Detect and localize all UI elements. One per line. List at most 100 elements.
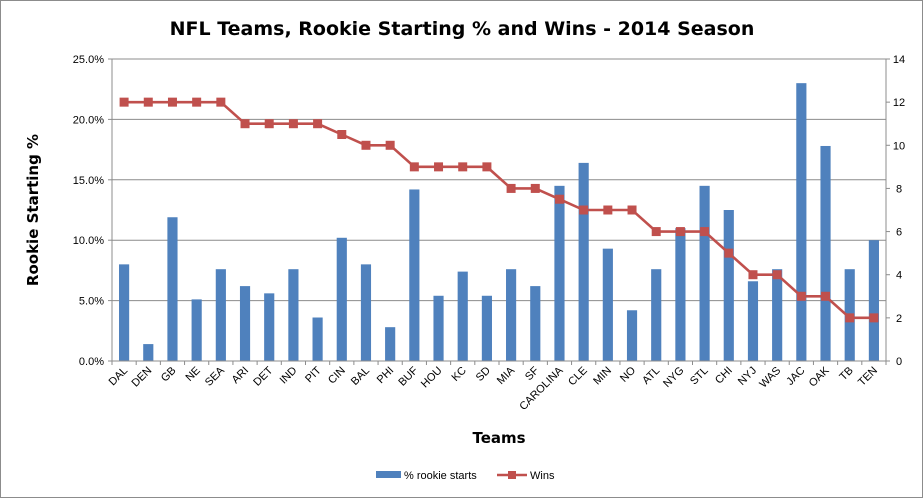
x-tick-label: NO: [618, 364, 638, 384]
bar-cle: [578, 162, 589, 361]
bar-stl: [699, 185, 710, 361]
bar-gb: [167, 217, 178, 361]
bar-sea: [215, 269, 226, 361]
wins-point-cin: [337, 130, 347, 139]
x-tick-label: CAROLINA: [517, 364, 566, 413]
y2-tick-label: 0: [896, 356, 902, 368]
x-tick-label: SD: [474, 365, 493, 384]
left-axis-ticks: 0.0% 5.0% 10.0% 15.0% 20.0% 25.0%: [73, 54, 112, 368]
x-tick-label: OAK: [807, 364, 832, 389]
x-tick-label: CHI: [713, 365, 735, 387]
wins-point-nyj: [748, 270, 758, 280]
wins-point-stl: [700, 227, 710, 237]
y-tick-label: 10.0%: [73, 235, 104, 247]
bar-buf: [409, 189, 420, 361]
y-tick-label: 20.0%: [73, 114, 104, 126]
bar-min: [602, 248, 613, 361]
axes: [111, 59, 887, 365]
wins-point-jac: [796, 291, 806, 301]
legend-label-line: Wins: [530, 470, 555, 482]
wins-point-cle: [579, 205, 589, 215]
legend-marker-line: [508, 471, 516, 479]
x-tick-label: BUF: [396, 364, 420, 388]
y2-tick-label: 6: [896, 227, 902, 239]
x-tick-label: MIN: [591, 365, 614, 388]
wins-point-min: [603, 205, 613, 215]
bar-jac: [796, 83, 807, 361]
wins-point-pit: [313, 119, 323, 129]
wins-point-carolina: [554, 194, 564, 204]
bar-ind: [288, 269, 299, 361]
bar-ne: [191, 299, 202, 361]
wins-point-was: [772, 270, 782, 280]
x-tick-label: GB: [159, 365, 179, 385]
wins-point-ne: [192, 97, 202, 107]
x-tick-label: HOU: [419, 365, 445, 391]
bar-sf: [530, 286, 541, 361]
y2-tick-label: 4: [896, 270, 902, 282]
bar-kc: [457, 271, 468, 361]
x-tick-label: NYG: [661, 365, 686, 390]
x-tick-label: SEA: [203, 364, 228, 389]
x-tick-label: DEN: [129, 365, 154, 390]
bar-bal: [360, 264, 372, 361]
x-tick-label: TB: [837, 365, 855, 383]
x-tick-label: KC: [450, 365, 469, 384]
y-axis-title: Rookie Starting %: [24, 134, 42, 286]
gridlines: [112, 58, 886, 362]
bar-mia: [506, 269, 517, 361]
wins-point-no: [627, 205, 637, 215]
wins-line: [124, 100, 874, 320]
bar-series: [119, 83, 879, 361]
x-tick-label: DET: [251, 364, 275, 388]
y2-tick-label: 8: [896, 183, 902, 195]
x-tick-label: BAL: [349, 365, 372, 388]
x-tick-label: NYJ: [736, 365, 759, 388]
x-tick-label: PHI: [375, 365, 396, 386]
x-tick-label: PIT: [303, 364, 324, 385]
y2-tick-label: 14: [893, 54, 905, 66]
bar-nyj: [747, 281, 759, 361]
y2-tick-label: 2: [896, 313, 902, 325]
wins-point-sd: [482, 162, 492, 172]
wins-point-buf: [409, 162, 419, 172]
wins-point-phi: [385, 140, 395, 150]
wins-point-gb: [167, 97, 177, 107]
bar-carolina: [554, 185, 565, 361]
wins-point-tb: [845, 313, 855, 323]
y-tick-label: 25.0%: [73, 54, 104, 66]
wins-point-ten: [869, 313, 879, 323]
bar-oak: [820, 145, 831, 361]
bar-dal: [119, 264, 130, 361]
legend-swatch-bars: [376, 471, 401, 478]
bar-ten: [868, 240, 879, 361]
bar-det: [264, 293, 275, 361]
x-tick-label: STL: [688, 365, 711, 388]
x-tick-label: CIN: [326, 365, 348, 387]
wins-point-ind: [288, 119, 298, 129]
bar-sd: [481, 295, 492, 361]
wins-point-kc: [458, 162, 468, 172]
wins-point-chi: [724, 248, 734, 258]
bar-ari: [239, 286, 251, 361]
bar-pit: [312, 317, 323, 361]
x-tick-label: WAS: [757, 365, 783, 391]
right-axis-ticks: 0 2 4 6 8 10 12 14: [886, 54, 905, 368]
legend: % rookie starts Wins: [376, 470, 555, 482]
bar-nyg: [675, 228, 686, 361]
x-tick-label: CLE: [566, 365, 590, 389]
wins-point-sea: [216, 97, 226, 107]
line-series: [119, 97, 879, 323]
wins-point-mia: [506, 183, 516, 193]
wins-point-oak: [821, 291, 831, 301]
wins-point-hou: [434, 162, 444, 172]
y-tick-label: 15.0%: [73, 175, 104, 187]
chart-title: NFL Teams, Rookie Starting % and Wins - …: [170, 18, 755, 40]
x-tick-label: ATL: [640, 365, 662, 387]
bar-den: [143, 344, 154, 361]
bar-chi: [723, 210, 734, 361]
bar-phi: [385, 327, 396, 361]
wins-point-det: [264, 119, 274, 129]
